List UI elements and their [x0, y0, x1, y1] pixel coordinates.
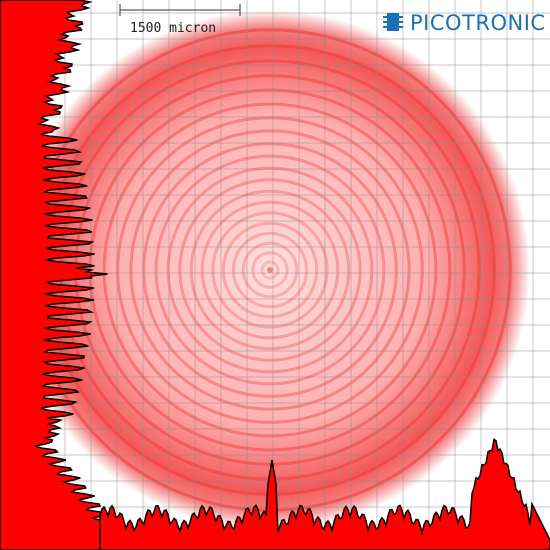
ring — [267, 267, 273, 273]
ring — [251, 251, 289, 289]
ring — [211, 211, 329, 329]
logo: PICOTRONIC — [383, 11, 546, 35]
ring — [142, 142, 398, 398]
ring — [102, 102, 438, 438]
ring — [166, 166, 374, 374]
logo-icon — [383, 21, 403, 23]
ring — [231, 231, 309, 309]
ring — [241, 241, 299, 299]
ring — [189, 189, 351, 351]
ring — [260, 260, 280, 280]
horizontal-profile — [0, 0, 139, 550]
scale-bar: 1500 micron — [119, 4, 241, 36]
ring — [200, 200, 340, 340]
ring — [129, 129, 411, 411]
logo-icon — [383, 26, 403, 28]
ring — [116, 116, 424, 424]
ring — [178, 178, 362, 362]
vertical-profile — [99, 438, 550, 550]
scale-label: 1500 micron — [130, 21, 216, 36]
ring — [221, 221, 319, 319]
logo-text: PICOTRONIC — [410, 11, 546, 35]
ring — [154, 154, 386, 386]
logo-icon — [383, 16, 403, 18]
